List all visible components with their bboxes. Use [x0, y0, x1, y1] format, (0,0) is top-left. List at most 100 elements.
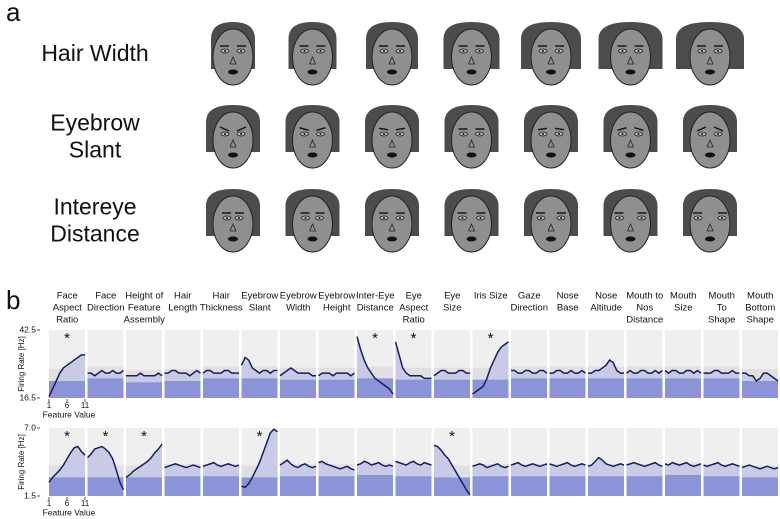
pupil	[542, 133, 544, 135]
pupil	[621, 133, 624, 135]
pupil	[399, 217, 401, 219]
baseline-area	[357, 474, 393, 496]
feature-header: To	[717, 303, 727, 314]
eyebrow	[537, 127, 548, 131]
response-line	[472, 341, 509, 395]
response-line	[588, 359, 624, 374]
baseline-area	[434, 477, 470, 496]
response-line	[356, 460, 394, 468]
feature-header: Eye	[444, 291, 460, 302]
face	[603, 189, 658, 253]
y-tick-label: 1.5	[24, 490, 36, 500]
baseline-area	[318, 379, 355, 398]
nose	[468, 138, 476, 148]
pupil	[717, 50, 719, 52]
face	[443, 22, 500, 86]
face	[285, 105, 340, 169]
feature-header: Feature	[128, 303, 161, 314]
mouth	[705, 69, 715, 75]
x-axis-label: Feature Value	[43, 507, 96, 517]
feature-header: Shape	[708, 315, 735, 326]
feature-header: Size	[443, 303, 461, 314]
eyebrow	[696, 126, 707, 132]
y-tick-label: 42.5	[19, 324, 36, 334]
face	[366, 22, 418, 86]
feature-header: Eyebrow	[280, 291, 317, 302]
mouth	[466, 152, 477, 158]
nose	[468, 222, 476, 232]
baseline-area	[472, 379, 509, 398]
y-axis-label: Firing Rate [Hz]	[17, 336, 26, 392]
row-label: Distance	[50, 221, 139, 247]
nose	[229, 222, 237, 232]
pupil	[637, 133, 640, 135]
feature-header: Distance	[357, 303, 394, 314]
pupil	[318, 217, 321, 219]
face	[206, 189, 260, 253]
feature-header: Nos	[636, 303, 653, 314]
response-line	[48, 445, 86, 483]
baseline-area	[511, 378, 547, 398]
y-tick-label: 16.5	[19, 392, 36, 402]
mouth	[387, 152, 397, 158]
pupil	[462, 133, 465, 135]
significance-star: *	[64, 428, 70, 445]
baseline-area	[126, 477, 162, 496]
nose	[627, 222, 635, 232]
mouth	[546, 69, 556, 75]
response-line	[241, 428, 278, 489]
nose	[706, 222, 714, 232]
response-line	[587, 456, 625, 468]
pupil	[383, 133, 385, 135]
significance-star: *	[103, 428, 109, 445]
response-line	[549, 461, 586, 468]
baseline-area	[472, 476, 509, 496]
mouth	[466, 236, 477, 242]
baseline-area	[511, 476, 547, 496]
pupil	[479, 217, 482, 219]
significance-star: *	[141, 428, 147, 445]
response-line	[626, 369, 663, 375]
mouth	[625, 236, 636, 242]
pupil	[560, 217, 562, 219]
feature-header: Ratio	[403, 315, 425, 326]
feature-header: Nose	[595, 291, 617, 302]
feature-header: Nose	[557, 291, 579, 302]
feature-header: Eyebrow	[241, 291, 278, 302]
pupil	[399, 50, 401, 52]
baseline-area	[241, 477, 278, 496]
eyebrow	[713, 126, 724, 132]
response-line	[202, 461, 240, 468]
pupil	[478, 133, 481, 135]
pupil	[240, 50, 242, 52]
feature-header: Face	[57, 291, 78, 302]
response-line	[703, 369, 740, 374]
baseline-area	[357, 378, 393, 398]
eyebrow	[299, 126, 309, 132]
feature-header: Iris Size	[474, 291, 508, 302]
feature-header: Bottom	[745, 303, 775, 314]
pupil	[224, 133, 226, 135]
baseline-area	[395, 379, 432, 398]
row-label: Intereye	[53, 194, 136, 220]
nose	[229, 55, 237, 65]
pupil	[558, 50, 560, 52]
feature-header: Face	[95, 291, 116, 302]
baseline-area	[318, 476, 355, 496]
response-line	[549, 369, 586, 374]
pupil	[224, 50, 226, 52]
feature-header: Base	[557, 303, 579, 314]
x-tick-label: 6	[65, 401, 70, 410]
x-axis-label: Feature Value	[43, 409, 96, 419]
mouth	[387, 69, 397, 75]
face	[524, 189, 578, 253]
pupil	[303, 133, 306, 135]
face	[206, 105, 260, 169]
mouth	[228, 69, 238, 75]
baseline-area	[703, 378, 740, 398]
eyebrow	[634, 126, 644, 132]
face	[676, 22, 744, 86]
feature-header: Mouth to	[626, 291, 663, 302]
eyebrow	[378, 127, 389, 131]
pupil	[558, 133, 560, 135]
